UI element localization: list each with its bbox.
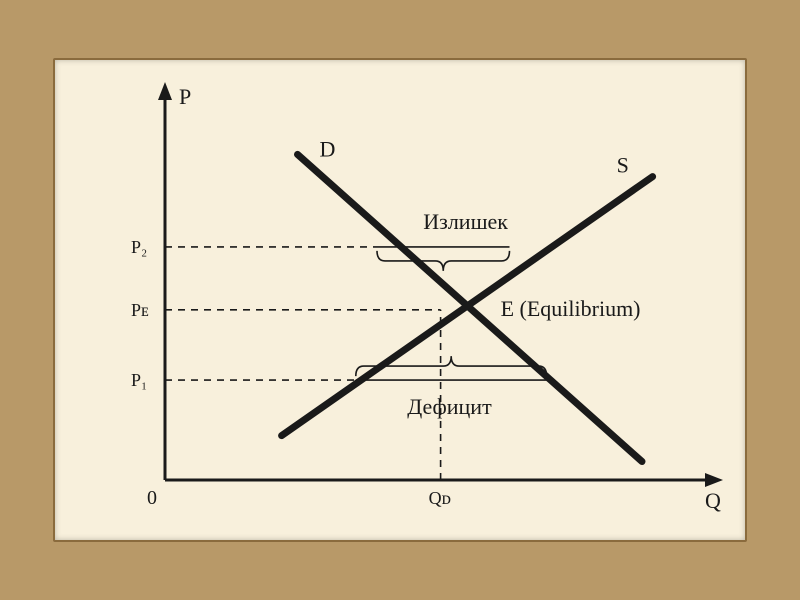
demand-label: D [320,136,336,161]
x-axis-arrow-icon [705,473,723,487]
surplus-bracket-icon [377,251,510,271]
equilibrium-label: E (Equilibrium) [501,296,641,321]
y-axis-arrow-icon [158,82,172,100]
deficit-label: Дефицит [407,394,492,419]
y-axis-label: P [179,84,191,109]
supply-label: S [617,153,629,178]
x-axis-label: Q [705,488,721,513]
origin-label: 0 [147,487,157,509]
pe-label: Pᴇ [131,300,149,320]
p2-label: P₂ [131,237,147,257]
deficit-bracket-icon [356,356,547,376]
p1-label: P₁ [131,370,147,390]
x-tick-label: Qᴅ [429,488,451,508]
surplus-label: Излишек [423,209,508,234]
chart-card: P Q 0 D S Qᴅ E (Equilibrium) P₂ Pᴇ P₁ Излишек Дефиц… [53,58,747,542]
supply-demand-chart: P Q 0 D S Qᴅ E (Equilibrium) P₂ Pᴇ P₁ Излишек Дефиц… [55,60,745,540]
